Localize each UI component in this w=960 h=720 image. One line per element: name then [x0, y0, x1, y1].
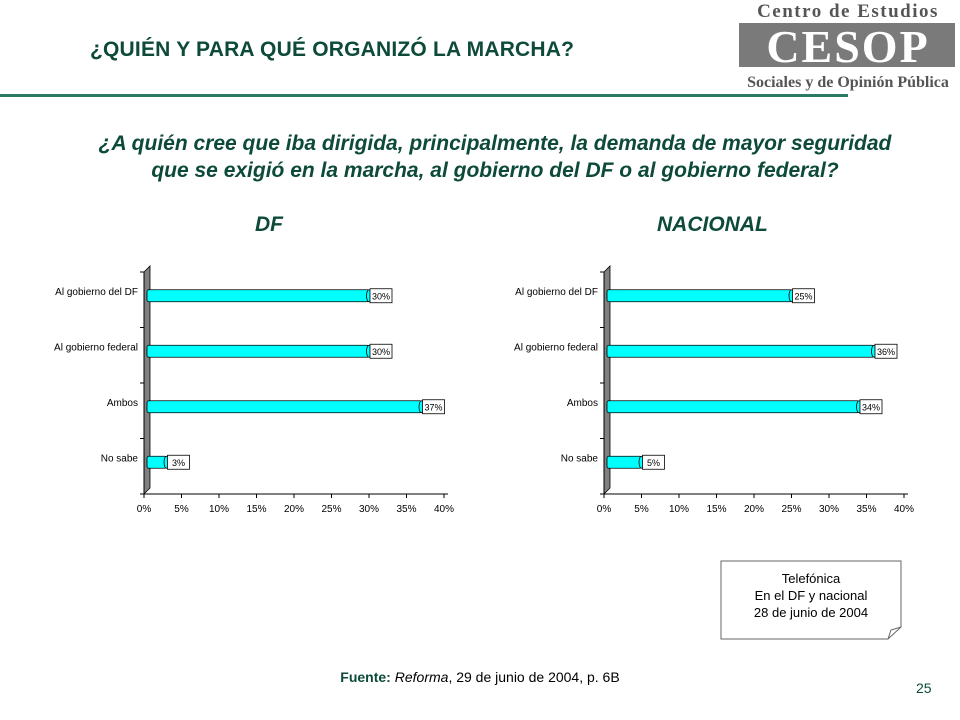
x-tick-label: 20%: [284, 504, 304, 515]
bar: [606, 400, 860, 414]
value-label: 36%: [877, 347, 895, 357]
x-tick-label: 0%: [137, 504, 152, 515]
bar: [606, 289, 792, 303]
chart-title-nacional: NACIONAL: [657, 213, 768, 236]
bar: [146, 289, 370, 303]
chart-nacional: 0% 5% 10% 15% 20% 25% 30% 35% 40% Al gobierno del…: [480, 262, 925, 529]
x-tick-label: 30%: [819, 504, 839, 515]
logo-bottom-text: Sociales y de Opinión Pública: [747, 74, 949, 91]
value-label-box: [369, 343, 393, 359]
question-line-1: ¿A quién cree que iba dirigida, principa…: [98, 132, 892, 155]
x-tick-label: 5%: [634, 504, 649, 515]
chart-title-df: DF: [255, 213, 283, 236]
chart-df: 0% 5% 10% 15% 20% 25% 30% 35% 40% Al gobierno del…: [20, 262, 465, 529]
x-tick-label: 30%: [359, 504, 379, 515]
category-label: No sabe: [561, 453, 599, 464]
value-label: 3%: [172, 458, 185, 468]
question-line-2: que se exigió en la marcha, al gobierno …: [151, 159, 839, 182]
x-tick-label: 20%: [744, 504, 764, 515]
value-label: 30%: [372, 291, 390, 301]
value-label-box: [792, 288, 815, 304]
bar: [146, 344, 370, 358]
x-tick-label: 40%: [894, 504, 914, 515]
value-label-box: [642, 454, 665, 470]
x-tick-label: 15%: [246, 504, 266, 515]
category-label: No sabe: [101, 453, 139, 464]
note-box: [720, 560, 902, 640]
source-details: , 29 de junio de 2004, p. 6B: [448, 669, 620, 685]
chart-nacional-svg: 0% 5% 10% 15% 20% 25% 30% 35% 40% Al gobierno del…: [514, 265, 914, 515]
x-tick-label: 35%: [396, 504, 416, 515]
value-label: 34%: [862, 402, 880, 412]
source-label: Fuente:: [340, 669, 391, 685]
category-label: Al gobierno del DF: [55, 287, 138, 298]
x-tick-label: 40%: [434, 504, 454, 515]
page-number: 25: [916, 680, 932, 696]
chart-df-svg: 0% 5% 10% 15% 20% 25% 30% 35% 40% Al gobierno del…: [54, 265, 454, 515]
x-tick-label: 35%: [856, 504, 876, 515]
category-label: Ambos: [567, 398, 598, 409]
source-credit: Fuente: Reforma, 29 de junio de 2004, p.…: [0, 669, 960, 685]
x-tick-label: 25%: [781, 504, 801, 515]
value-label: 5%: [647, 458, 660, 468]
category-label: Al gobierno federal: [54, 342, 138, 353]
value-label: 25%: [794, 291, 812, 301]
title-divider: [0, 94, 848, 97]
value-label: 37%: [424, 402, 442, 412]
x-tick-label: 10%: [209, 504, 229, 515]
bar: [606, 455, 642, 469]
x-tick-label: 25%: [321, 504, 341, 515]
category-label: Al gobierno del DF: [515, 287, 598, 298]
x-tick-label: 10%: [669, 504, 689, 515]
logo-mark-text: CESOP: [766, 21, 929, 72]
bar: [146, 400, 422, 414]
value-label-box: [874, 343, 898, 359]
value-label-box: [167, 454, 190, 470]
x-tick-label: 0%: [597, 504, 612, 515]
value-label-box: [859, 399, 883, 415]
category-label: Al gobierno federal: [514, 342, 598, 353]
logo-mark-bg: [739, 23, 955, 67]
survey-question: ¿A quién cree que iba dirigida, principa…: [30, 130, 960, 184]
note-line-1: Telefónica: [781, 571, 841, 586]
note-line-3: 28 de junio de 2004: [753, 605, 869, 620]
value-label-box: [369, 288, 393, 304]
cesop-logo: Centro de Estudios CESOP Sociales y de O…: [739, 1, 955, 91]
bar: [146, 455, 167, 469]
note-line-2: En el DF y nacional: [754, 588, 868, 603]
note-text: Telefónica En el DF y nacional 28 de jun…: [720, 570, 902, 621]
bar: [606, 344, 875, 358]
category-label: Ambos: [107, 398, 138, 409]
value-label-box: [422, 399, 445, 415]
source-publication: Reforma: [394, 669, 449, 685]
x-tick-label: 5%: [174, 504, 189, 515]
value-label: 30%: [372, 347, 390, 357]
logo-top-text: Centro de Estudios: [757, 1, 939, 22]
slide-title: ¿QUIÉN Y PARA QUÉ ORGANIZÓ LA MARCHA?: [90, 38, 575, 61]
x-tick-label: 15%: [706, 504, 726, 515]
